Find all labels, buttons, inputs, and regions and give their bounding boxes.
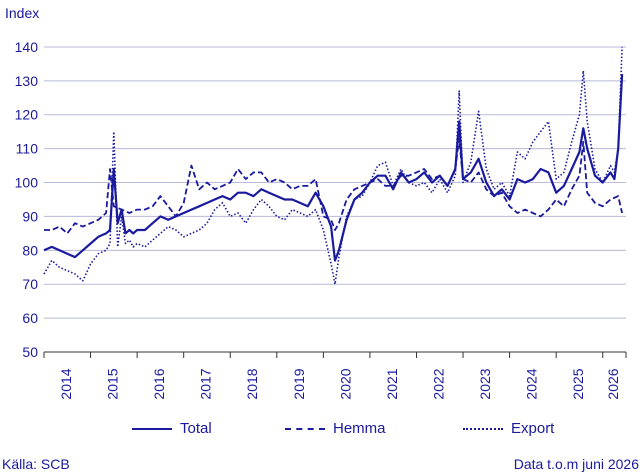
x-tick-label: 2019	[291, 368, 307, 399]
y-axis-title: Index	[5, 5, 40, 21]
legend-label-export: Export	[511, 420, 555, 437]
x-tick-label: 2025	[570, 368, 586, 399]
data-range-note: Data t.o.m juni 2026	[513, 456, 639, 472]
y-tick-label: 110	[16, 141, 39, 157]
legend-label-total: Total	[180, 420, 212, 437]
series-line-total	[43, 74, 624, 262]
y-tick-label: 60	[22, 310, 38, 326]
y-tick-label: 70	[22, 276, 38, 292]
x-tick-label: 2026	[605, 368, 621, 399]
x-axis: 2014 2015 2016 2017 2018 2019 2020 2021 2022 2023…	[43, 351, 627, 400]
legend-item-hemma: Hemma	[285, 420, 386, 437]
y-tick-label: 90	[22, 208, 38, 224]
legend-label-hemma: Hemma	[333, 420, 386, 437]
y-tick-label: 130	[15, 73, 39, 89]
x-tick-label: 2016	[151, 368, 167, 399]
x-tick-label: 2018	[244, 368, 260, 399]
x-tick-label: 2017	[198, 368, 214, 399]
legend-item-export: Export	[463, 420, 554, 437]
y-axis: 50 60 70 80 90 100 110 120 130 140	[15, 39, 39, 360]
y-tick-label: 140	[15, 39, 39, 55]
legend-item-total: Total	[132, 420, 212, 437]
y-tick-label: 100	[15, 175, 39, 191]
y-tick-label: 50	[22, 344, 38, 360]
legend: Total Hemma Export	[0, 420, 643, 440]
x-tick-label: 2020	[337, 368, 353, 399]
legend-swatch-hemma	[285, 427, 325, 430]
source-note: Källa: SCB	[2, 456, 70, 472]
series-line-hemma	[44, 137, 623, 235]
x-tick-label: 2023	[477, 368, 493, 399]
grid-lines	[44, 46, 626, 353]
series-lines	[43, 46, 624, 285]
legend-swatch-total	[132, 427, 172, 430]
y-tick-label: 80	[22, 242, 38, 258]
x-tick-label: 2024	[524, 368, 540, 399]
series-line-export	[43, 46, 623, 285]
y-tick-label: 120	[15, 107, 39, 123]
x-tick-label: 2021	[384, 368, 400, 399]
x-tick-label: 2014	[58, 368, 74, 399]
x-tick-label: 2022	[430, 368, 446, 399]
x-tick-label: 2015	[105, 368, 121, 399]
legend-swatch-export	[463, 427, 503, 430]
